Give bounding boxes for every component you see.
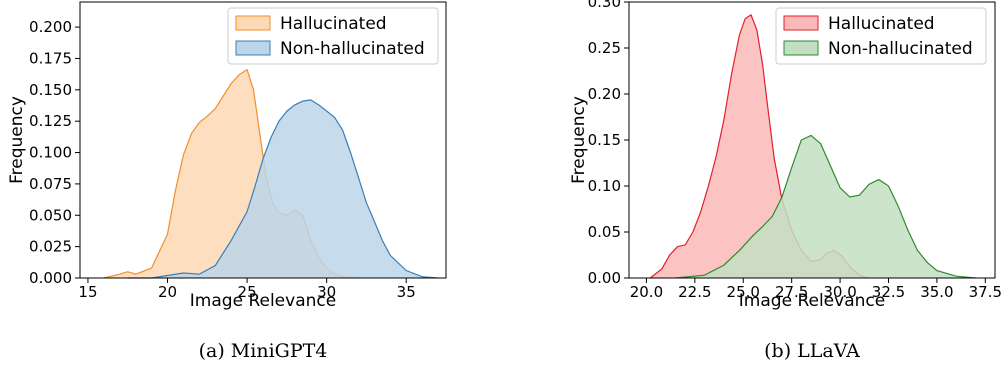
series-line-1 [675, 134, 976, 279]
x-tick-label: 25 [238, 283, 257, 301]
y-tick-label: 0.20 [588, 85, 621, 103]
chart-caption: (b) LLaVA [764, 340, 860, 362]
y-tick-label: 0.100 [29, 144, 72, 162]
y-tick-label: 0.15 [588, 131, 621, 149]
y-tick-label: 0.075 [29, 175, 72, 193]
y-tick-label: 0.200 [29, 18, 72, 36]
x-tick-label: 32.5 [872, 283, 905, 301]
legend-swatch-1 [235, 40, 271, 56]
x-tick-label: 30.0 [823, 283, 856, 301]
y-tick-label: 0.025 [29, 238, 72, 256]
x-tick-label: 22.5 [678, 283, 711, 301]
x-axis-label: Image Relevance [190, 291, 336, 311]
y-tick-label: 0.150 [29, 81, 72, 99]
legend-label-0: Hallucinated [280, 14, 387, 34]
y-tick-label: 0.050 [29, 206, 72, 224]
legend-swatch-0 [235, 15, 271, 31]
y-axis-label: Frequency [7, 96, 27, 184]
chart-caption: (a) MiniGPT4 [199, 340, 328, 362]
y-tick-label: 0.000 [29, 269, 72, 287]
x-tick-label: 20 [158, 283, 177, 301]
legend-label-0: Hallucinated [828, 14, 935, 34]
y-tick-label: 0.125 [29, 112, 72, 130]
x-tick-label: 15 [78, 283, 97, 301]
legend-swatch-0 [783, 15, 819, 31]
x-tick-label: 35.0 [920, 283, 953, 301]
y-tick-label: 0.175 [29, 49, 72, 67]
legend-swatch-1 [783, 40, 819, 56]
x-tick-label: 37.5 [969, 283, 1002, 301]
legend-label-1: Non-hallucinated [280, 39, 425, 59]
legend-box [227, 7, 439, 65]
y-tick-label: 0.10 [588, 177, 621, 195]
x-tick-label: 27.5 [775, 283, 808, 301]
legend: Hallucinated Non-hallucinated [775, 7, 987, 65]
legend-box [775, 7, 987, 65]
legend: Hallucinated Non-hallucinated [227, 7, 439, 65]
x-axis-label: Image Relevance [739, 291, 885, 311]
y-tick-label: 0.30 [588, 0, 621, 11]
series-area-0 [650, 14, 870, 279]
series-area-1 [675, 135, 976, 278]
x-tick-label: 35 [397, 283, 416, 301]
legend-label-1: Non-hallucinated [828, 39, 973, 59]
y-axis-label: Frequency [569, 96, 589, 184]
y-tick-label: 0.25 [588, 39, 621, 57]
chart-llava: 20.0 22.5 25.0 27.5 30.0 32.5 35.0 37.5 0.00 0.05… [569, 0, 1002, 362]
series-line-1 [127, 99, 439, 279]
x-tick-label: 25.0 [727, 283, 760, 301]
x-tick-label: 20.0 [630, 283, 663, 301]
series-area-1 [127, 99, 438, 279]
y-tick-label: 0.00 [588, 269, 621, 287]
chart-minigpt4: 15 20 25 30 35 0.000 0.025 0.050 0.075 0.100 0.125… [7, 1, 447, 362]
x-tick-label: 30 [317, 283, 336, 301]
y-tick-label: 0.05 [588, 223, 621, 241]
plot-frame [79, 1, 447, 279]
